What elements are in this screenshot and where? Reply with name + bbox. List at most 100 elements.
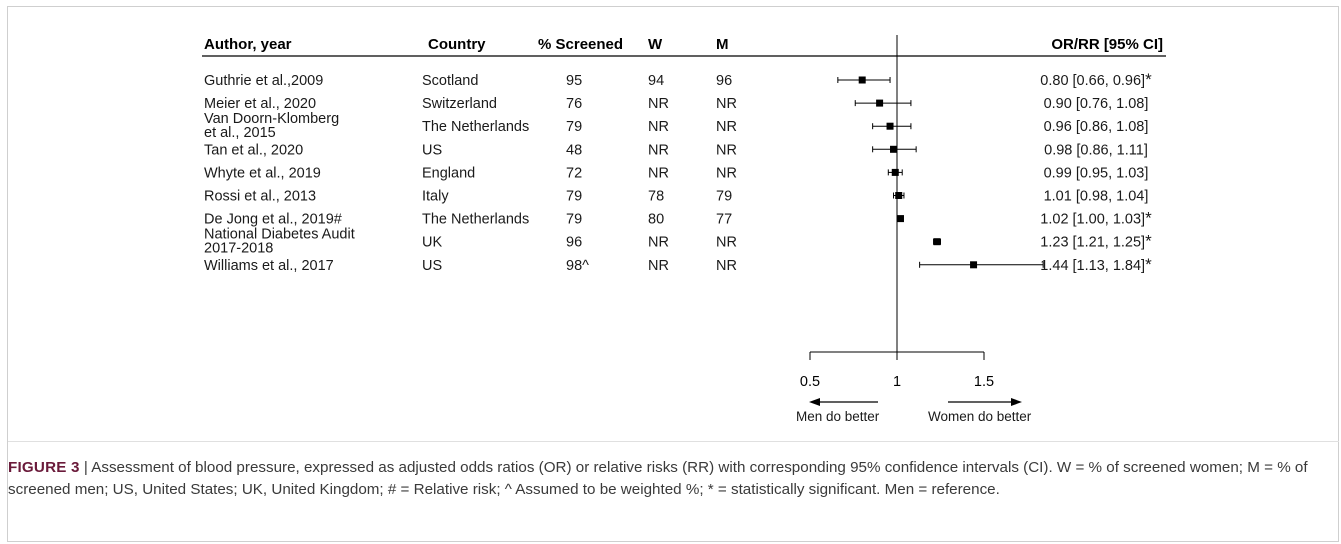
point-estimate [890,145,898,153]
point-estimate [896,215,904,223]
w-cell: NR [648,165,669,181]
study-row: Tan et al., 2020 US 48 NR NR 0.98 [0.86, 1.11… [204,142,1148,158]
estimate-label: 0.90 [0.76, 1.08] [1044,96,1149,112]
significance-marker: * [1145,70,1152,89]
country-cell: The Netherlands [422,119,529,135]
m-cell: NR [716,258,737,274]
arrowhead-left [809,398,820,406]
country-cell: Italy [422,189,449,205]
screened-cell: 79 [566,189,582,205]
study-row: Whyte et al., 2019 England 72 NR NR 0.99 [0.9… [204,165,1148,181]
study-row: Williams et al., 2017 US 98^ NR NR 1.44 [1.13… [204,255,1152,274]
country-cell: England [422,165,475,181]
study-name: Guthrie et al.,2009 [204,73,323,89]
screened-cell: 79 [566,119,582,135]
w-cell: 78 [648,189,664,205]
figure-frame [7,6,1339,542]
country-cell: UK [422,235,442,251]
header-country: Country [428,36,486,53]
study-name: Whyte et al., 2019 [204,165,321,181]
country-cell: Switzerland [422,96,497,112]
study-name: Tan et al., 2020 [204,142,303,158]
screened-cell: 95 [566,73,582,89]
x-axis: 0.5 1 1.5 Men do better Women do better [796,351,1032,424]
m-cell: 77 [716,212,732,228]
estimate-label: 0.96 [0.86, 1.08] [1044,119,1149,135]
screened-cell: 96 [566,235,582,251]
m-cell: NR [716,119,737,135]
header-study: Author, year [204,36,292,53]
forest-plot: Author, year Country % Screened W M OR/R… [202,35,1166,424]
point-estimate [895,192,903,199]
w-cell: NR [648,258,669,274]
point-estimate [970,261,978,269]
m-cell: 79 [716,189,732,205]
w-cell: NR [648,96,669,112]
country-cell: US [422,142,442,158]
significance-marker: * [1145,232,1152,251]
estimate-label: 1.01 [0.98, 1.04] [1044,189,1149,205]
men-do-better-label: Men do better [796,409,880,424]
point-estimate [891,168,899,176]
column-headers: Author, year Country % Screened W M OR/R… [204,36,1163,53]
header-estimate: OR/RR [95% CI] [1051,36,1163,53]
tick-label: 1.5 [974,374,994,390]
estimate-label: 1.02 [1.00, 1.03]* [1040,209,1152,228]
tick-label: 1 [893,374,901,390]
study-name: Williams et al., 2017 [204,258,334,274]
estimate-label: 1.23 [1.21, 1.25]* [1040,232,1152,251]
study-name: National Diabetes Audit 2017-2018 [204,227,355,257]
women-do-better-label: Women do better [928,409,1032,424]
country-cell: Scotland [422,73,478,89]
estimate-label: 0.99 [0.95, 1.03] [1044,165,1149,181]
m-cell: NR [716,96,737,112]
screened-cell: 72 [566,165,582,181]
screened-cell: 76 [566,96,582,112]
study-name: Meier et al., 2020 [204,96,316,112]
header-m: M [716,36,729,53]
point-estimate [933,238,941,246]
tick-label: 0.5 [800,374,820,390]
study-name: Van Doorn-Klomberg et al., 2015 [204,111,339,141]
study-name-line: Van Doorn-Klomberg [204,111,339,127]
caption-text: Assessment of blood pressure, expressed … [8,459,1308,498]
study-row: National Diabetes Audit 2017-2018 UK 96 NR NR… [204,227,1152,257]
w-cell: NR [648,235,669,251]
study-name: Rossi et al., 2013 [204,189,316,205]
estimate-label: 0.80 [0.66, 0.96]* [1040,70,1152,89]
significance-marker: * [1145,255,1152,274]
study-row: Rossi et al., 2013 Italy 79 78 79 1.01 [0.98,… [204,189,1148,205]
m-cell: NR [716,165,737,181]
caption-divider [8,441,1339,442]
study-rows: Guthrie et al.,2009 Scotland 95 94 96 0.80 [0… [204,70,1152,274]
point-estimate [886,122,894,130]
point-estimate [858,76,866,84]
study-name: De Jong et al., 2019# [204,212,342,228]
w-cell: 80 [648,212,664,228]
w-cell: NR [648,119,669,135]
caption-label: FIGURE 3 [8,459,80,476]
m-cell: 96 [716,73,732,89]
country-cell: US [422,258,442,274]
study-row: De Jong et al., 2019# The Netherlands 79 80… [204,209,1152,228]
m-cell: NR [716,235,737,251]
caption-separator: | [83,459,88,476]
significance-marker: * [1145,209,1152,228]
estimate-label: 1.44 [1.13, 1.84]* [1040,255,1152,274]
screened-cell: 98^ [566,258,589,274]
header-w: W [648,36,663,53]
country-cell: The Netherlands [422,212,529,228]
screened-cell: 79 [566,212,582,228]
point-estimate [876,99,884,107]
figure-caption: FIGURE 3 | Assessment of blood pressure,… [8,457,1333,501]
header-screened: % Screened [538,36,623,53]
study-row: Guthrie et al.,2009 Scotland 95 94 96 0.80 [0… [204,70,1152,89]
estimate-label: 0.98 [0.86, 1.11] [1044,142,1148,158]
study-row: Meier et al., 2020 Switzerland 76 NR NR 0.90 … [204,96,1148,112]
study-row: Van Doorn-Klomberg et al., 2015 The Nether… [204,111,1148,141]
screened-cell: 48 [566,142,582,158]
w-cell: NR [648,142,669,158]
arrowhead-right [1011,398,1022,406]
study-name-line: et al., 2015 [204,125,276,141]
study-name-line: 2017-2018 [204,241,273,257]
